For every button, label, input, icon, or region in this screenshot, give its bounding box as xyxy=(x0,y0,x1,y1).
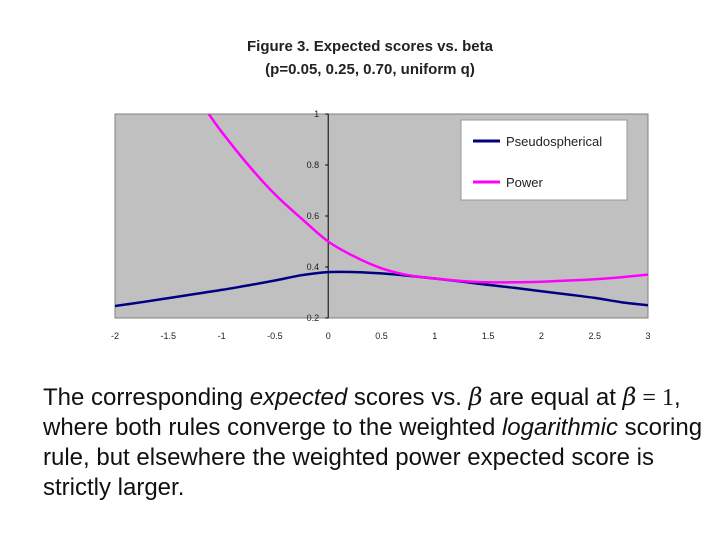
beta-symbol: β xyxy=(622,383,637,411)
x-tick-label: 2.5 xyxy=(588,331,601,341)
caption-text: scoring rule, but elsewhere the weighted… xyxy=(43,414,703,501)
x-tick-label: 0 xyxy=(326,331,331,341)
caption-text: are equal at xyxy=(482,384,623,411)
x-tick-label: 1.5 xyxy=(482,331,495,341)
x-tick-label: 0.5 xyxy=(375,331,388,341)
chart-title-line2: (p=0.05, 0.25, 0.70, uniform q) xyxy=(265,61,475,78)
caption-emphasis-logarithmic: logarithmic xyxy=(501,414,618,441)
y-tick-label: 1 xyxy=(314,109,319,119)
y-tick-label: 0.2 xyxy=(307,313,320,323)
x-tick-label: -0.5 xyxy=(267,331,283,341)
chart-title-line1: Figure 3. Expected scores vs. beta xyxy=(247,38,494,55)
x-tick-label: -1 xyxy=(218,331,226,341)
caption: The corresponding expected scores vs. β … xyxy=(43,382,703,503)
y-tick-label: 0.8 xyxy=(307,160,320,170)
x-tick-label: -1.5 xyxy=(161,331,177,341)
series-lines xyxy=(115,114,648,308)
y-tick-label: 0.4 xyxy=(307,262,320,272)
x-tick-label: 1 xyxy=(432,331,437,341)
legend-label-pseudospherical: Pseudospherical xyxy=(506,134,602,149)
x-tick-label: -2 xyxy=(111,331,119,341)
legend: Pseudospherical Power xyxy=(460,119,628,201)
series-line-pseudospherical xyxy=(115,270,648,308)
beta-symbol: β xyxy=(468,383,483,411)
caption-text: scores vs. xyxy=(347,384,469,411)
x-tick-label: 2 xyxy=(539,331,544,341)
x-tick-label: 3 xyxy=(645,331,650,341)
caption-text: , where both rules converge to the weigh… xyxy=(43,384,681,441)
series-line-power xyxy=(207,114,648,284)
caption-equation: = 1 xyxy=(636,385,674,411)
caption-text: The corresponding xyxy=(43,384,250,411)
caption-emphasis-expected: expected xyxy=(249,384,348,411)
y-tick-label: 0.6 xyxy=(307,211,320,221)
legend-box xyxy=(460,119,628,201)
chart: Figure 3. Expected scores vs. beta (p=0.… xyxy=(111,38,651,341)
legend-label-power: Power xyxy=(506,175,544,190)
axes: -2 -1.5 -1 -0.5 0 0.5 1 1.5 2 2.5 3 0.2 0.4 0.6 0.8 1 xyxy=(111,109,651,341)
